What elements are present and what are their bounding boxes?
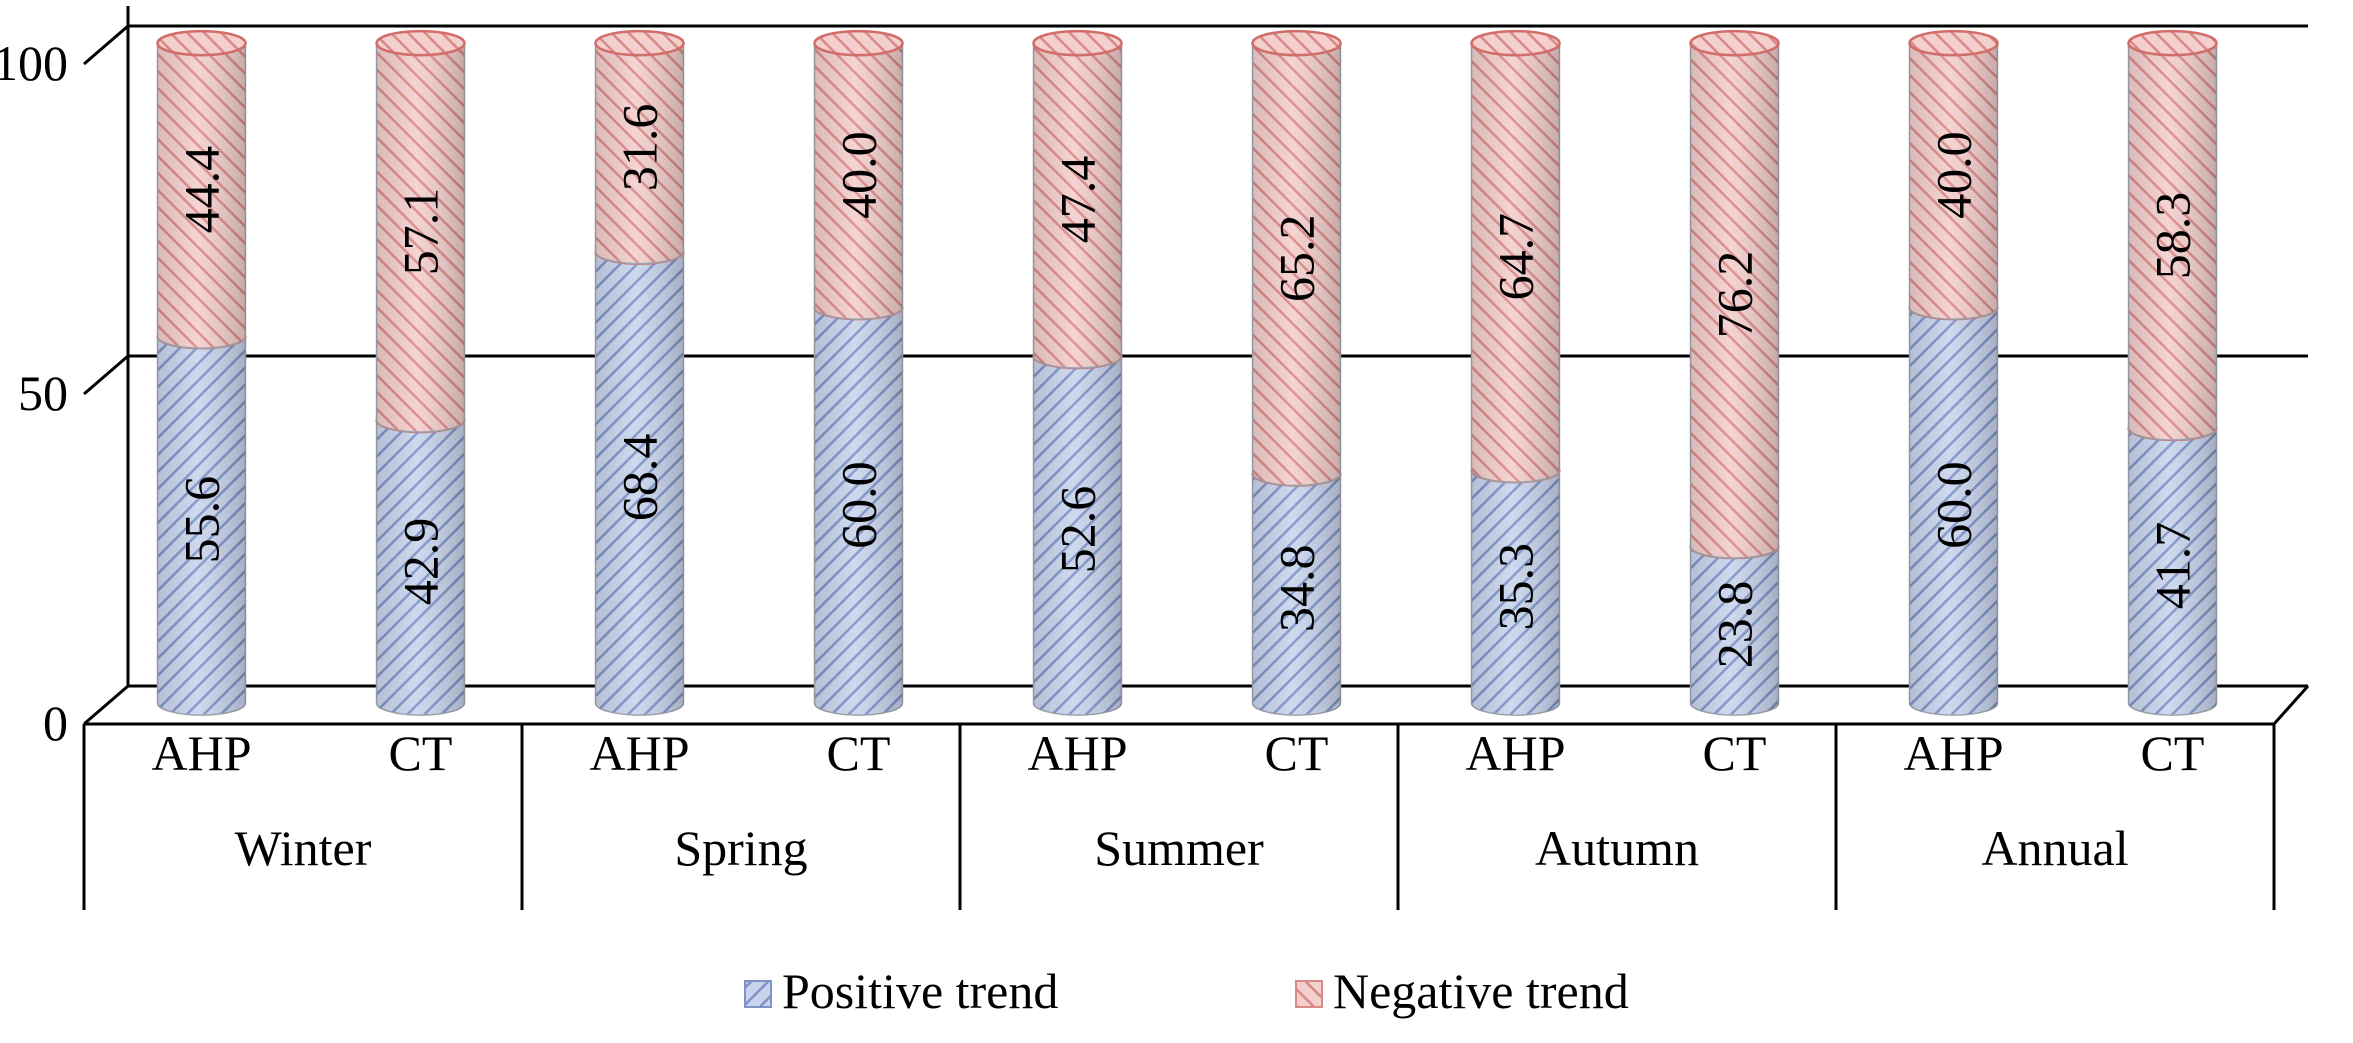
bar-top-cap <box>156 29 247 57</box>
bar-top-cap <box>2127 29 2218 57</box>
axis-depth-tick-50 <box>83 354 129 396</box>
bar-top-cap <box>1251 29 1342 57</box>
data-label: 23.8 <box>1707 581 1763 669</box>
y-tick-label: 0 <box>43 695 68 751</box>
legend-label-positive: Positive trend <box>782 963 1058 1019</box>
bar-segment-positive <box>1908 306 1999 716</box>
bar-segment-negative <box>1251 29 1342 487</box>
bars <box>156 29 2218 716</box>
group-label: Winter <box>235 820 372 876</box>
legend-item-positive: Positive trend <box>744 963 1058 1019</box>
x-tick-label: CT <box>389 725 453 781</box>
data-label: 47.4 <box>1050 156 1106 244</box>
data-label: 40.0 <box>831 131 887 219</box>
group-label: Annual <box>1981 820 2128 876</box>
bar-segment-positive <box>375 419 466 716</box>
data-label: 44.4 <box>174 146 230 234</box>
bar-top-cap <box>1908 29 1999 57</box>
data-label: 65.2 <box>1269 215 1325 303</box>
data-label: 31.6 <box>612 104 668 192</box>
x-tick-label: CT <box>1703 725 1767 781</box>
data-label: 52.6 <box>1050 486 1106 574</box>
bar-segment-positive <box>594 250 685 716</box>
legend-swatch-negative <box>1295 980 1323 1008</box>
y-tick-label: 100 <box>0 35 68 91</box>
data-label: 76.2 <box>1707 251 1763 339</box>
bar-segment-negative <box>1689 29 1780 559</box>
data-label: 64.7 <box>1488 213 1544 301</box>
bar-top-cap <box>594 29 685 57</box>
data-label: 60.0 <box>1926 461 1982 548</box>
x-tick-label: CT <box>827 725 891 781</box>
value-labels: 55.6 44.4 42.9 57.1 68.4 31.6 60.0 40.0 52.6 47.4… <box>174 104 2201 669</box>
bar-segment-negative <box>1032 29 1123 369</box>
bar-top-cap <box>1032 29 1123 57</box>
bar-segment-negative <box>594 29 685 265</box>
group-label: Autumn <box>1535 820 1699 876</box>
data-label: 57.1 <box>393 188 449 276</box>
data-label: 34.8 <box>1269 545 1325 633</box>
legend-label-negative: Negative trend <box>1333 963 1629 1019</box>
group-label: Summer <box>1094 820 1264 876</box>
x-tick-label: AHP <box>1465 725 1565 781</box>
legend-swatch-positive <box>744 980 772 1008</box>
bar-top-cap <box>1470 29 1561 57</box>
bar-segment-positive <box>1689 545 1780 716</box>
legend: Positive trend Negative trend <box>744 963 1629 1019</box>
data-label: 42.9 <box>393 518 449 606</box>
bar-segment-positive <box>1032 355 1123 716</box>
bar-segment-negative <box>156 29 247 349</box>
group-label: Spring <box>674 820 807 876</box>
bar-top-cap <box>1689 29 1780 57</box>
x-tick-label: CT <box>2141 725 2205 781</box>
data-label: 40.0 <box>1926 131 1982 219</box>
x-tick-label: AHP <box>151 725 251 781</box>
x-tick-label: CT <box>1265 725 1329 781</box>
axis-depth-tick-100 <box>83 24 129 66</box>
axes: 0 50 100 <box>0 6 2310 751</box>
bar-top-cap <box>813 29 904 57</box>
bar-segment-negative <box>1470 29 1561 483</box>
bar-segment-positive <box>1470 469 1561 716</box>
data-label: 68.4 <box>612 434 668 522</box>
data-label: 41.7 <box>2145 522 2201 610</box>
x-tick-label: AHP <box>1903 725 2003 781</box>
x-tick-label: AHP <box>1027 725 1127 781</box>
bar-segment-negative <box>2127 29 2218 441</box>
bar-segment-positive <box>2127 427 2218 716</box>
axis-depth-tick-0 <box>83 684 129 726</box>
data-label: 58.3 <box>2145 192 2201 279</box>
data-label: 35.3 <box>1488 543 1544 631</box>
bar-segment-negative <box>1908 29 1999 320</box>
floor-right-edge <box>2272 684 2310 726</box>
x-tick-label: AHP <box>589 725 689 781</box>
bar-top-cap <box>375 29 466 57</box>
bar-segment-negative <box>375 29 466 433</box>
bar-segment-positive <box>1251 472 1342 716</box>
y-tick-label: 50 <box>18 365 68 421</box>
legend-item-negative: Negative trend <box>1295 963 1629 1019</box>
bar-segment-positive <box>813 306 904 716</box>
data-label: 60.0 <box>831 461 887 548</box>
bar-segment-negative <box>813 29 904 320</box>
data-label: 55.6 <box>174 476 230 564</box>
